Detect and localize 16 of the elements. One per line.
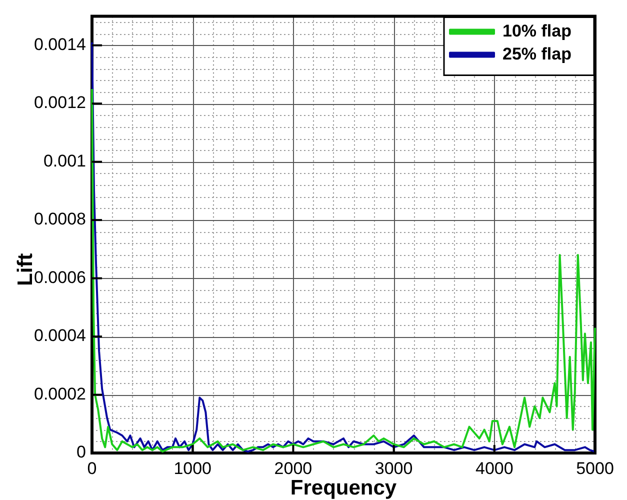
x-axis-title: Frequency [290, 476, 397, 500]
x-tick-label: 4000 [475, 458, 514, 478]
y-tick-label: 0.001 [43, 151, 86, 170]
x-tick-label: 2000 [274, 458, 312, 478]
y-tick-label: 0.0014 [34, 35, 86, 54]
y-tick-label: 0.0002 [34, 384, 86, 404]
x-tick-label: 1000 [174, 458, 212, 478]
y-tick-label: 0.0006 [34, 268, 86, 287]
y-tick-label: 0.0008 [34, 210, 86, 229]
x-tick-label: 5000 [576, 458, 614, 478]
y-tick-label: 0.0004 [34, 326, 86, 346]
legend-label: 25% flap [502, 44, 572, 64]
legend-label: 10% flap [502, 21, 572, 40]
y-tick-label: 0 [76, 442, 86, 462]
y-tick-label: 0.0012 [34, 93, 86, 112]
x-tick-label: 3000 [374, 458, 413, 478]
